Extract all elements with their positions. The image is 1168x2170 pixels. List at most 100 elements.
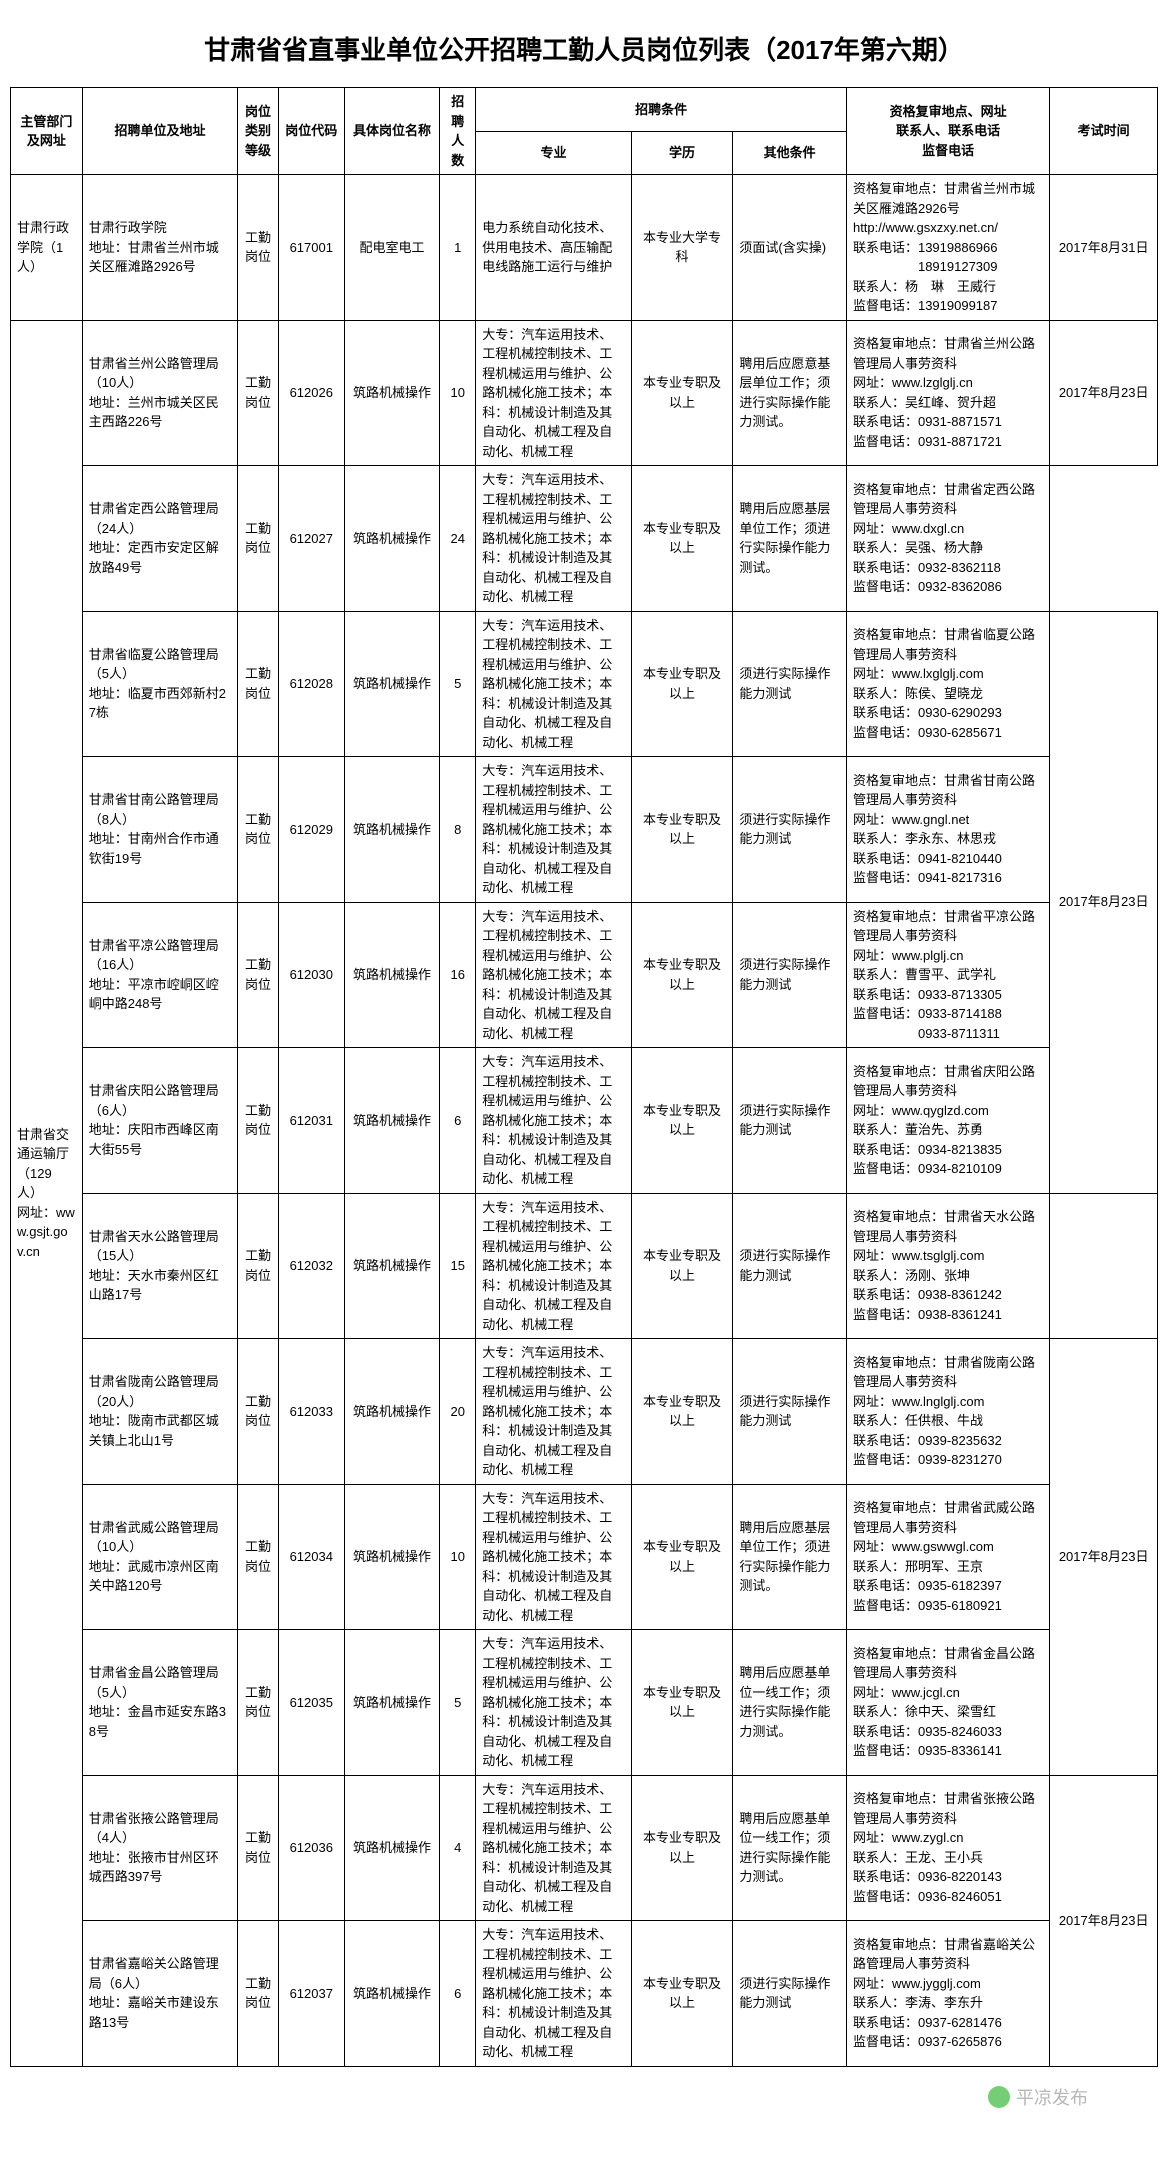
table-cell: 资格复审地点：甘肃省甘南公路管理局人事劳资科网址：www.gngl.net联系人… [846,757,1049,903]
table-cell: 工勤岗位 [238,1193,279,1339]
table-cell: 资格复审地点：甘肃省天水公路管理局人事劳资科网址：www.tsglglj.com… [846,1193,1049,1339]
table-cell: 本专业专职及以上 [631,1921,733,2067]
table-cell: 大专：汽车运用技术、工程机械控制技术、工程机械运用与维护、公路机械化施工技术；本… [476,1193,631,1339]
table-cell: 工勤岗位 [238,1484,279,1630]
table-cell: 甘肃省兰州公路管理局（10人）地址：兰州市城关区民主西路226号 [82,320,237,466]
table-cell: 筑路机械操作 [344,1921,440,2067]
th-edu: 学历 [631,131,733,175]
table-cell: 工勤岗位 [238,902,279,1048]
table-cell: 聘用后应愿基单位一线工作；须进行实际操作能力测试。 [733,1775,847,1921]
table-cell: 筑路机械操作 [344,1775,440,1921]
table-cell: 10 [440,320,476,466]
table-cell: 筑路机械操作 [344,611,440,757]
table-cell: 2017年8月23日 [1050,611,1158,1193]
th-code: 岗位代码 [278,88,344,175]
table-cell: 须面试(含实操) [733,175,847,321]
table-cell: 5 [440,1630,476,1776]
table-cell: 资格复审地点：甘肃省陇南公路管理局人事劳资科网址：www.lnglglj.com… [846,1339,1049,1485]
table-row: 甘肃行政学院（1人）甘肃行政学院地址：甘肃省兰州市城关区雁滩路2926号工勤岗位… [11,175,1158,321]
table-cell: 612027 [278,466,344,612]
table-row: 甘肃省嘉峪关公路管理局（6人）地址：嘉峪关市建设东路13号工勤岗位612037筑… [11,1921,1158,2067]
table-row: 甘肃省张掖公路管理局（4人）地址：张掖市甘州区环城西路397号工勤岗位61203… [11,1775,1158,1921]
table-cell: 本专业专职及以上 [631,1484,733,1630]
table-cell: 筑路机械操作 [344,902,440,1048]
th-unit: 招聘单位及地址 [82,88,237,175]
th-job: 具体岗位名称 [344,88,440,175]
table-cell: 本专业专职及以上 [631,1630,733,1776]
table-cell: 本专业专职及以上 [631,320,733,466]
table-cell: 10 [440,1484,476,1630]
table-cell: 工勤岗位 [238,1775,279,1921]
table-cell: 612029 [278,757,344,903]
table-cell: 612037 [278,1921,344,2067]
table-row: 甘肃省庆阳公路管理局（6人）地址：庆阳市西峰区南大街55号工勤岗位612031筑… [11,1048,1158,1194]
table-cell: 大专：汽车运用技术、工程机械控制技术、工程机械运用与维护、公路机械化施工技术；本… [476,1048,631,1194]
wechat-icon [988,2086,1010,2108]
table-cell: 工勤岗位 [238,320,279,466]
table-cell: 资格复审地点：甘肃省嘉峪关公路管理局人事劳资科网址：www.jygglj.com… [846,1921,1049,2067]
table-cell: 资格复审地点：甘肃省临夏公路管理局人事劳资科网址：www.lxglglj.com… [846,611,1049,757]
table-cell: 甘肃省嘉峪关公路管理局（6人）地址：嘉峪关市建设东路13号 [82,1921,237,2067]
table-cell: 资格复审地点：甘肃省兰州公路管理局人事劳资科网址：www.lzglglj.cn联… [846,320,1049,466]
table-cell: 甘肃省甘南公路管理局（8人）地址：甘南州合作市通钦街19号 [82,757,237,903]
table-cell: 甘肃省陇南公路管理局（20人）地址：陇南市武都区城关镇上北山1号 [82,1339,237,1485]
th-contact: 资格复审地点、网址联系人、联系电话监督电话 [846,88,1049,175]
table-cell: 工勤岗位 [238,1921,279,2067]
table-cell: 工勤岗位 [238,175,279,321]
table-cell: 工勤岗位 [238,466,279,612]
table-row: 甘肃省定西公路管理局（24人）地址：定西市安定区解放路49号工勤岗位612027… [11,466,1158,612]
table-cell: 筑路机械操作 [344,1630,440,1776]
table-cell: 大专：汽车运用技术、工程机械控制技术、工程机械运用与维护、公路机械化施工技术；本… [476,320,631,466]
table-cell: 资格复审地点：甘肃省兰州市城关区雁滩路2926号http://www.gsxzx… [846,175,1049,321]
table-cell: 612032 [278,1193,344,1339]
table-cell: 20 [440,1339,476,1485]
job-table: 主管部门及网址 招聘单位及地址 岗位类别等级 岗位代码 具体岗位名称 招聘人数 … [10,87,1158,2067]
table-cell: 4 [440,1775,476,1921]
table-cell: 本专业专职及以上 [631,902,733,1048]
table-cell: 甘肃行政学院（1人） [11,175,83,321]
table-cell: 2017年8月23日 [1050,320,1158,466]
table-cell: 2017年8月23日 [1050,1339,1158,1776]
table-cell: 本专业专职及以上 [631,611,733,757]
table-row: 甘肃省临夏公路管理局（5人）地址：临夏市西郊新村27栋工勤岗位612028筑路机… [11,611,1158,757]
table-cell: 612034 [278,1484,344,1630]
table-cell: 筑路机械操作 [344,466,440,612]
table-cell: 15 [440,1193,476,1339]
table-cell: 筑路机械操作 [344,1048,440,1194]
table-cell: 配电室电工 [344,175,440,321]
table-cell: 资格复审地点：甘肃省金昌公路管理局人事劳资科网址：www.jcgl.cn联系人：… [846,1630,1049,1776]
th-cond: 招聘条件 [476,88,847,132]
table-cell: 甘肃省武威公路管理局（10人）地址：武威市凉州区南关中路120号 [82,1484,237,1630]
table-cell: 大专：汽车运用技术、工程机械控制技术、工程机械运用与维护、公路机械化施工技术；本… [476,1630,631,1776]
table-cell: 工勤岗位 [238,611,279,757]
table-cell: 16 [440,902,476,1048]
table-cell: 甘肃省张掖公路管理局（4人）地址：张掖市甘州区环城西路397号 [82,1775,237,1921]
th-other: 其他条件 [733,131,847,175]
table-cell: 资格复审地点：甘肃省定西公路管理局人事劳资科网址：www.dxgl.cn联系人：… [846,466,1049,612]
table-cell: 须进行实际操作能力测试 [733,902,847,1048]
table-cell: 5 [440,611,476,757]
table-cell: 617001 [278,175,344,321]
table-cell: 电力系统自动化技术、供用电技术、高压输配电线路施工运行与维护 [476,175,631,321]
table-cell: 聘用后应愿基层单位工作；须进行实际操作能力测试。 [733,466,847,612]
table-cell: 大专：汽车运用技术、工程机械控制技术、工程机械运用与维护、公路机械化施工技术；本… [476,1484,631,1630]
table-cell: 筑路机械操作 [344,757,440,903]
table-cell: 大专：汽车运用技术、工程机械控制技术、工程机械运用与维护、公路机械化施工技术；本… [476,1339,631,1485]
table-cell: 2017年8月31日 [1050,175,1158,321]
table-cell: 612031 [278,1048,344,1194]
page-title: 甘肃省省直事业单位公开招聘工勤人员岗位列表（2017年第六期） [10,30,1158,67]
table-cell: 612026 [278,320,344,466]
table-cell: 612033 [278,1339,344,1485]
table-cell: 聘用后应愿意基层单位工作；须进行实际操作能力测试。 [733,320,847,466]
table-cell: 筑路机械操作 [344,1193,440,1339]
table-cell: 甘肃省平凉公路管理局（16人）地址：平凉市崆峒区崆峒中路248号 [82,902,237,1048]
th-major: 专业 [476,131,631,175]
table-cell: 须进行实际操作能力测试 [733,1193,847,1339]
table-cell: 本专业专职及以上 [631,466,733,612]
table-cell: 大专：汽车运用技术、工程机械控制技术、工程机械运用与维护、公路机械化施工技术；本… [476,1921,631,2067]
table-cell: 24 [440,466,476,612]
watermark: 平凉发布 [988,2084,1088,2110]
table-cell: 筑路机械操作 [344,1339,440,1485]
table-cell: 甘肃省临夏公路管理局（5人）地址：临夏市西郊新村27栋 [82,611,237,757]
table-cell: 须进行实际操作能力测试 [733,1921,847,2067]
